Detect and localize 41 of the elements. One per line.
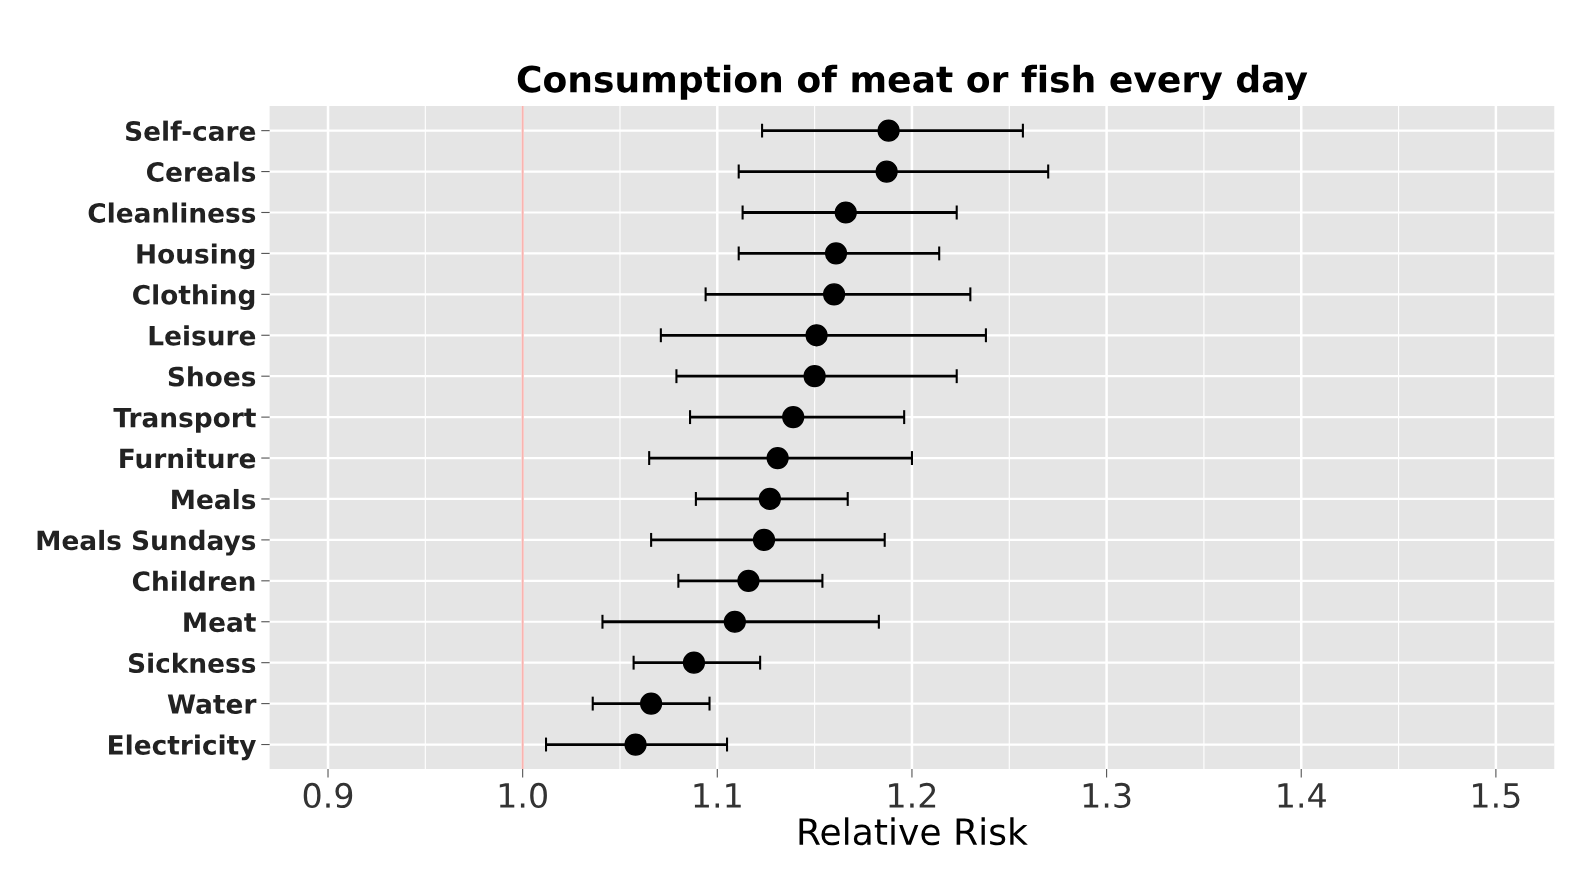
- x-axis-title: Relative Risk: [799, 817, 1028, 846]
- point: [682, 651, 706, 674]
- point: [803, 365, 826, 388]
- x-tick-label: 1.3: [1083, 782, 1131, 809]
- point: [723, 610, 746, 633]
- y-tick-label: Meals Sundays: [37, 529, 256, 556]
- x-tick-label: 1.0: [499, 782, 547, 809]
- point: [766, 446, 789, 470]
- y-tick-label: Children: [132, 570, 255, 592]
- x-tick-label: 1.5: [1473, 783, 1520, 809]
- y-tick-label: Cleanliness: [88, 202, 256, 223]
- y-tick-label: Housing: [137, 243, 255, 270]
- point: [822, 283, 846, 306]
- point: [640, 692, 663, 715]
- y-tick-label: Furniture: [120, 448, 256, 469]
- x-tick-label: 1.1: [694, 783, 741, 808]
- y-tick-label: Sickness: [128, 652, 256, 674]
- y-tick-label: Leisure: [149, 325, 256, 346]
- y-tick-label: Cereals: [147, 161, 256, 182]
- y-tick-label: Meals: [172, 488, 256, 510]
- y-tick-label: Electricity: [109, 734, 256, 761]
- point: [758, 487, 781, 511]
- point: [824, 242, 848, 265]
- y-tick-label: Clothing: [133, 284, 255, 311]
- point: [624, 733, 647, 756]
- y-tick-label: Self-care: [126, 120, 256, 142]
- point: [805, 324, 828, 347]
- y-tick-label: Transport: [113, 407, 256, 433]
- point: [877, 119, 900, 142]
- chart-title: Consumption of meat or fish every day: [517, 64, 1308, 100]
- y-tick-label: Shoes: [168, 366, 256, 387]
- x-tick-label: 1.2: [889, 782, 936, 808]
- y-tick-label: Meat: [184, 612, 256, 633]
- x-tick-label: 0.9: [303, 782, 353, 809]
- y-tick-label: Water: [167, 694, 257, 714]
- point: [875, 160, 898, 183]
- point: [737, 569, 760, 592]
- point: [782, 406, 805, 429]
- x-tick-label: 1.4: [1278, 783, 1326, 808]
- point: [834, 201, 857, 224]
- point: [752, 528, 776, 552]
